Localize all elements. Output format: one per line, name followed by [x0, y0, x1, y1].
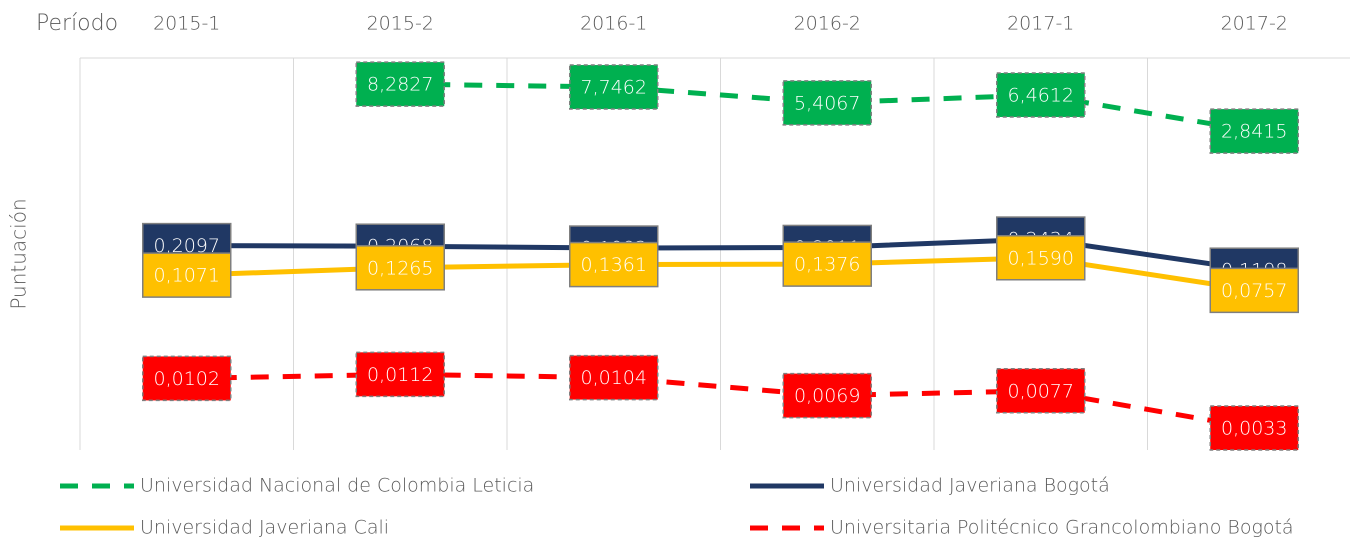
x-tick-label: 2017-1 — [1007, 13, 1074, 35]
label-box — [996, 235, 1086, 281]
data-label: 0,0033 — [1209, 405, 1299, 451]
data-label: 0,1376 — [782, 241, 872, 287]
label-box — [1209, 108, 1299, 154]
value-label: 0,0104 — [581, 367, 647, 389]
value-label: 2,8415 — [1221, 121, 1287, 143]
x-tick-label: 2015-1 — [153, 13, 220, 35]
data-label: 0,0069 — [782, 372, 872, 419]
value-label: 0,0102 — [154, 368, 220, 390]
value-label: 8,2827 — [367, 74, 433, 96]
label-box — [996, 368, 1086, 414]
label-box — [355, 351, 445, 398]
label-box — [782, 241, 872, 287]
data-label: 0,0077 — [996, 368, 1086, 414]
x-tick-label: 2016-2 — [794, 13, 861, 35]
x-tick-label: 2017-2 — [1221, 13, 1288, 35]
value-label: 0,0112 — [367, 364, 433, 386]
x-tick-label: 2015-2 — [367, 13, 434, 35]
value-label: 0,0069 — [794, 385, 860, 407]
value-label: 0,0077 — [1008, 380, 1074, 402]
label-box — [355, 245, 445, 291]
data-label: 0,1590 — [996, 235, 1086, 281]
label-box — [142, 355, 232, 402]
value-label: 5,4067 — [794, 92, 860, 114]
data-label: 0,0757 — [1209, 267, 1299, 314]
x-tick-label: 2016-1 — [580, 13, 647, 35]
data-label: 5,4067 — [782, 80, 872, 126]
value-label: 0,0033 — [1221, 417, 1287, 439]
data-label: 2,8415 — [1209, 108, 1299, 154]
data-label: 0,1361 — [569, 241, 659, 288]
value-label: 0,2097 — [154, 235, 220, 257]
data-label: 0,1071 — [142, 252, 232, 298]
data-label: 6,4612 — [996, 72, 1086, 118]
x-axis-label: Período — [36, 11, 118, 36]
legend-label: Universidad Javeriana Cali — [140, 517, 389, 539]
value-label: 0,1376 — [794, 254, 860, 276]
label-box — [782, 80, 872, 126]
value-label: 6,4612 — [1008, 85, 1074, 107]
data-label: 8,2827 — [355, 61, 445, 107]
label-box — [1209, 405, 1299, 451]
value-label: 0,1590 — [1008, 247, 1074, 269]
value-label: 0,1265 — [367, 257, 433, 279]
label-box — [1209, 267, 1299, 314]
label-box — [142, 252, 232, 298]
y-axis-label: Puntuación — [7, 198, 31, 309]
legend-label: Universidad Nacional de Colombia Leticia — [140, 475, 534, 497]
legend-label: Universitaria Politécnico Grancolombiano… — [830, 517, 1294, 539]
value-label: 7,7462 — [581, 77, 647, 99]
data-label: 0,0102 — [142, 355, 232, 402]
value-label: 0,0757 — [1221, 280, 1287, 302]
legend-label: Universidad Javeriana Bogotá — [830, 475, 1110, 497]
data-label: 0,1265 — [355, 245, 445, 291]
label-box — [996, 72, 1086, 118]
label-box — [569, 241, 659, 288]
data-label: 0,0104 — [569, 354, 659, 401]
label-box — [355, 61, 445, 107]
label-box — [569, 64, 659, 110]
label-box — [782, 372, 872, 419]
value-label: 0,1071 — [154, 265, 220, 287]
data-label: 7,7462 — [569, 64, 659, 110]
data-label: 0,0112 — [355, 351, 445, 398]
value-label: 0,1361 — [581, 254, 647, 276]
label-box — [569, 354, 659, 401]
